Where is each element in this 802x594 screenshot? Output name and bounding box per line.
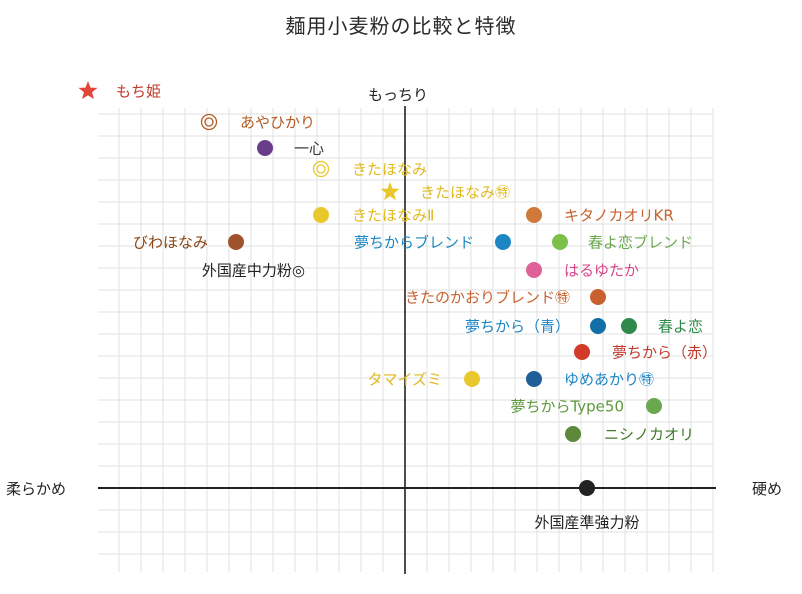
data-label: 夢ちから（青）	[465, 318, 570, 336]
data-point	[621, 318, 637, 334]
data-label: きたほなみ㊕	[420, 184, 510, 202]
axis-label-top: もっちり	[368, 86, 429, 104]
double-circle-inner	[316, 164, 326, 174]
data-point	[257, 140, 273, 156]
double-circle-inner	[204, 117, 214, 127]
data-point	[313, 207, 329, 223]
data-label: タマイズミ	[367, 371, 442, 389]
axis-label-left: 柔らかめ	[6, 480, 67, 498]
data-label: 夢ちからブレンド	[354, 234, 474, 252]
grid	[98, 108, 714, 572]
data-label: もち姫	[116, 83, 161, 101]
data-point	[565, 426, 581, 442]
data-point	[590, 318, 606, 334]
double-circle-icon	[312, 160, 330, 178]
data-label: 夢ちから（赤）	[612, 344, 717, 362]
data-label: はるゆたか	[564, 262, 639, 280]
data-label: 春よ恋ブレンド	[588, 234, 693, 252]
data-label: きたのかおりブレンド㊕	[405, 289, 570, 307]
data-point	[526, 371, 542, 387]
star-icon	[78, 81, 98, 100]
data-point	[574, 344, 590, 360]
data-label: ゆめあかり㊕	[564, 371, 654, 389]
double-circle-icon	[200, 113, 218, 131]
data-point	[552, 234, 568, 250]
data-label: ニシノカオリ	[604, 426, 694, 444]
data-point	[579, 480, 595, 496]
data-point	[646, 398, 662, 414]
data-label: 一心	[294, 140, 324, 158]
data-point	[228, 234, 244, 250]
data-point	[495, 234, 511, 250]
data-point	[526, 207, 542, 223]
data-label: きたほなみⅡ	[352, 207, 434, 225]
data-point	[526, 262, 542, 278]
data-label: あやひかり	[240, 114, 315, 132]
data-point	[464, 371, 480, 387]
data-label: キタノカオリKR	[564, 207, 674, 225]
star-icon	[380, 182, 400, 201]
data-label: きたほなみ	[352, 161, 427, 179]
axis-label-right: 硬め	[752, 480, 783, 498]
data-label: 外国産準強力粉	[534, 514, 639, 532]
data-label: 外国産中力粉◎	[202, 262, 305, 280]
data-label: 春よ恋	[658, 318, 703, 336]
chart-title: 麺用小麦粉の比較と特徴	[285, 14, 517, 38]
data-label: 夢ちからType50	[510, 398, 624, 416]
data-label: びわほなみ	[133, 234, 208, 252]
data-point	[590, 289, 606, 305]
